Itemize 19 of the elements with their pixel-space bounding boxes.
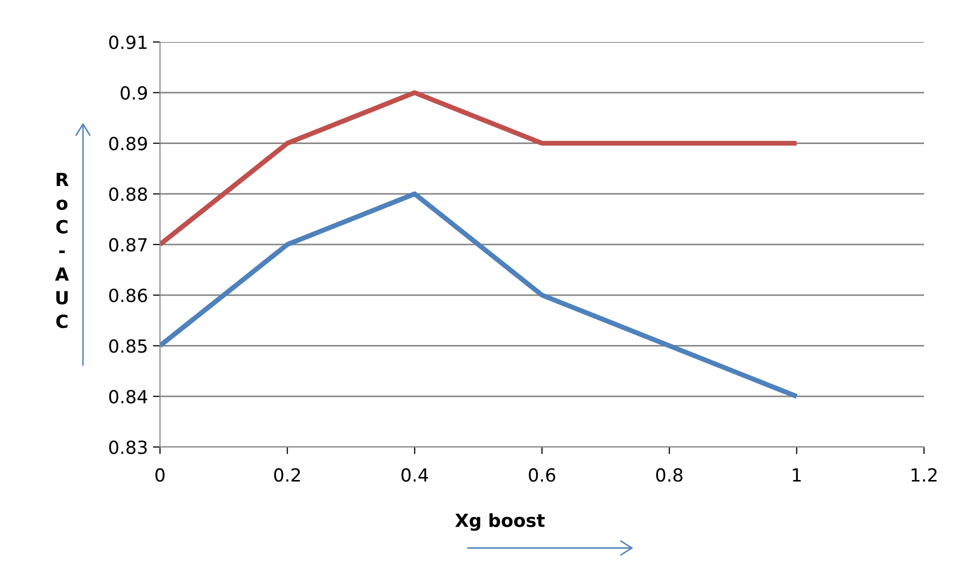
y-tick-label: 0.88 — [109, 187, 147, 201]
y-tick-label: 0.87 — [109, 238, 147, 252]
y-tick-label: 0.89 — [109, 136, 147, 150]
y-tick-label: 0.9 — [120, 86, 147, 100]
x-tick-label: 1.2 — [912, 468, 937, 482]
y-tick-label: 0.86 — [109, 288, 148, 302]
y-axis-title: RoC-AUC — [55, 172, 69, 328]
y-tick-label: 0.83 — [109, 440, 147, 454]
x-axis-title: Xg boost — [455, 513, 545, 531]
y-tick-label: 0.85 — [109, 339, 147, 353]
y-tick-label: 0.84 — [109, 390, 148, 404]
x-tick-label: 1 — [792, 468, 801, 482]
line-series — [160, 191, 800, 399]
x-tick-label: 0.4 — [402, 468, 428, 482]
x-tick-label: 0.2 — [274, 468, 300, 482]
y-tick-label: 0.91 — [109, 35, 147, 50]
x-tick-label: 0.6 — [528, 468, 556, 482]
x-tick-label: 0 — [155, 468, 165, 482]
x-tick-label: 0.8 — [656, 468, 682, 482]
